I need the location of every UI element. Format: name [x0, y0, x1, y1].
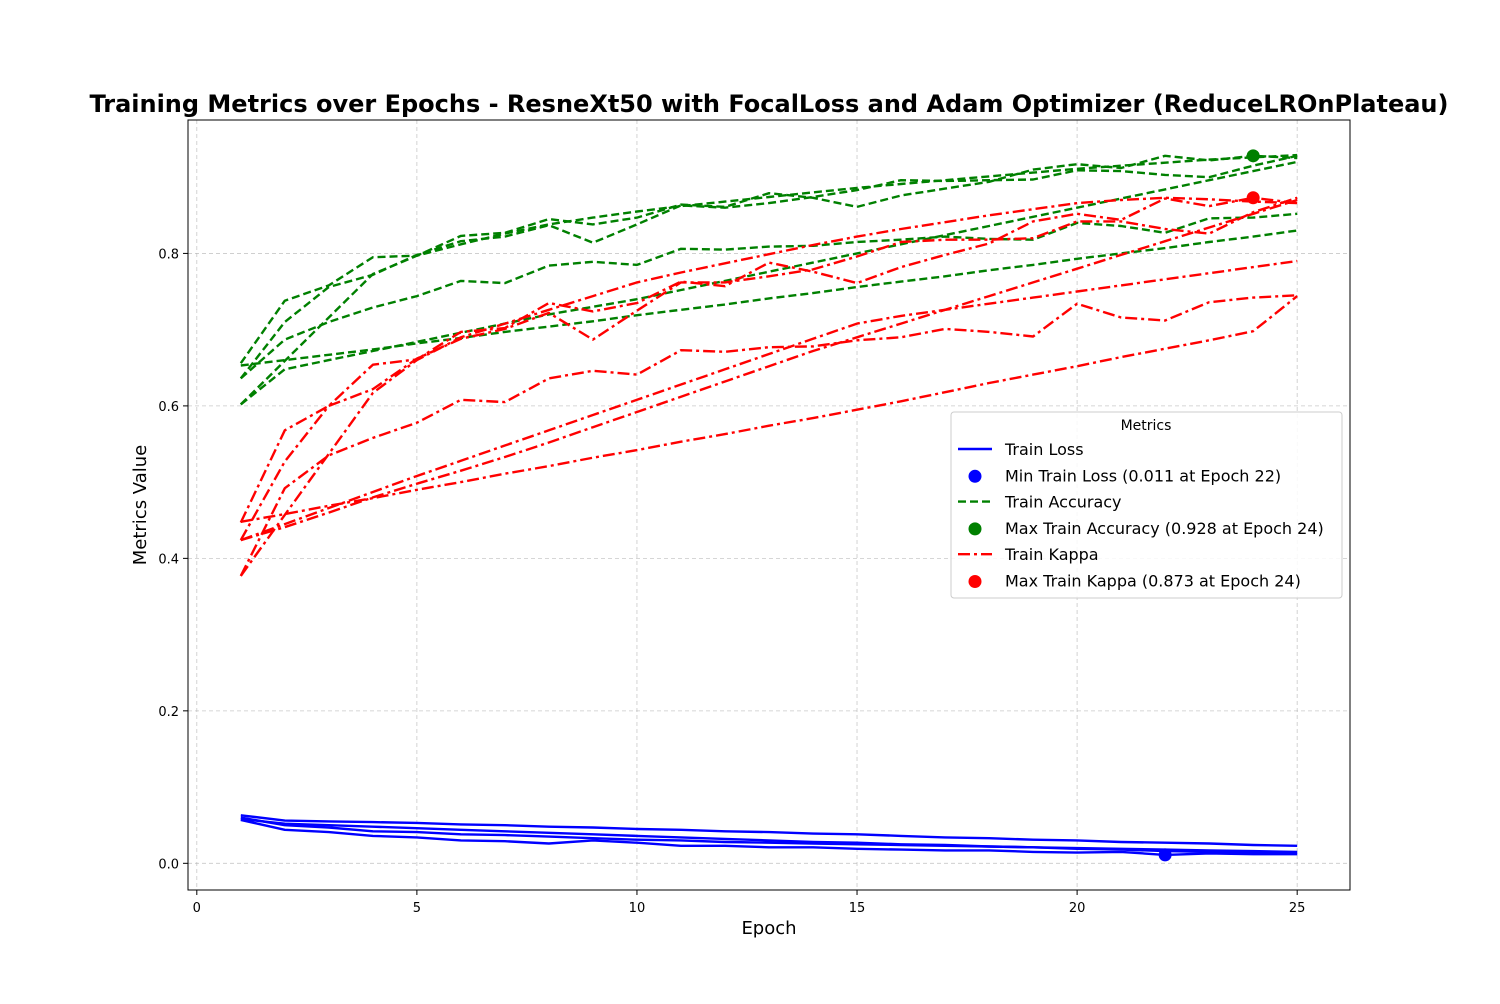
legend-swatch-marker: [968, 469, 982, 483]
legend-swatch-marker: [968, 522, 982, 536]
y-tick-label: 0.6: [158, 400, 179, 415]
legend-title: Metrics: [1121, 418, 1172, 434]
plot-frame: [187, 119, 1351, 891]
legend-label: Max Train Accuracy (0.928 at Epoch 24): [1005, 519, 1324, 538]
legend-entries: Train Loss Min Train Loss (0.011 at Epoch…: [958, 440, 1324, 591]
series-line-train-kappa-15: [240, 198, 1298, 542]
series-line-train-kappa-14: [239, 196, 1298, 577]
marker-point-1: [1246, 149, 1260, 163]
x-axis-label: Epoch: [741, 918, 796, 939]
series-line-train-kappa-11: [239, 196, 1298, 541]
x-tick-label: 20: [1069, 901, 1086, 916]
y-tick-label: 0.4: [158, 552, 179, 567]
marker-point-0: [1158, 848, 1172, 862]
y-tick-label: 0.8: [158, 247, 179, 262]
series-line-train-kappa-16: [240, 259, 1298, 542]
series-line-train-accuracy-4: [239, 154, 1298, 364]
x-tick-label: 0: [193, 901, 201, 916]
x-tick-label: 15: [849, 901, 866, 916]
axis-ticks: 0 5 10 15 20 25 0.0 0.2 0.4 0.6 0.8: [158, 247, 1305, 916]
chart-title: Training Metrics over Epochs - ResneXt50…: [90, 90, 1449, 118]
legend-label: Train Kappa: [1004, 545, 1099, 564]
y-tick-label: 0.0: [158, 857, 179, 872]
x-tick-label: 10: [629, 901, 646, 916]
x-tick-label: 5: [413, 901, 421, 916]
legend-label: Max Train Kappa (0.873 at Epoch 24): [1005, 572, 1301, 591]
series-line-train-loss-0: [240, 814, 1298, 847]
series-line-train-kappa-12: [239, 294, 1298, 577]
marker-point-2: [1246, 191, 1260, 205]
y-tick-label: 0.2: [158, 705, 179, 720]
series-line-train-loss-2: [240, 818, 1298, 857]
series-line-train-accuracy-7: [240, 229, 1298, 367]
extreme-markers: [1158, 149, 1260, 862]
legend-label: Train Accuracy: [1004, 493, 1122, 512]
series-lines: [239, 153, 1298, 857]
series-line-train-accuracy-8: [239, 153, 1298, 406]
legend-label: Min Train Loss (0.011 at Epoch 22): [1005, 466, 1281, 485]
legend-label: Train Loss: [1004, 440, 1084, 459]
series-line-train-accuracy-6: [240, 212, 1298, 380]
series-line-train-loss-3: [240, 817, 1298, 855]
legend: Metrics Train Loss Min Train Loss (0.011 …: [950, 411, 1343, 599]
legend-swatch-marker: [968, 575, 982, 588]
y-axis-label: Metrics Value: [130, 445, 151, 566]
legend-box: [950, 411, 1343, 599]
x-tick-label: 25: [1289, 901, 1306, 916]
series-line-train-kappa-13: [240, 295, 1298, 523]
